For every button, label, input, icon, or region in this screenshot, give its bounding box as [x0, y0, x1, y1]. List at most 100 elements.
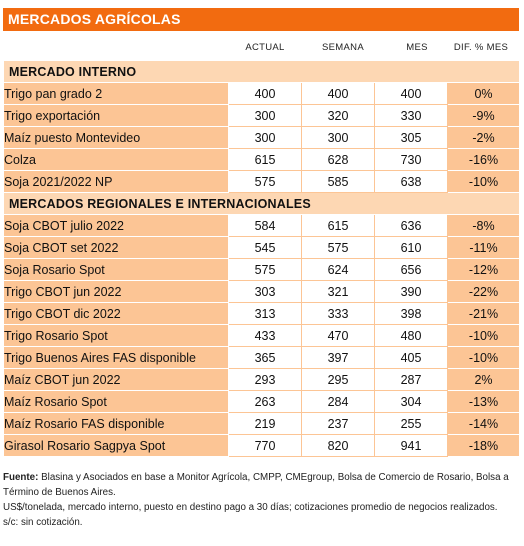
value-semana: 400: [301, 82, 375, 105]
source-label: Fuente:: [3, 472, 39, 483]
value-dif-pct: -12%: [446, 258, 521, 281]
col-header-mes: MES: [406, 42, 428, 53]
value-actual: 300: [228, 126, 302, 149]
table-footnotes: Fuente: Blasina y Asociados en base a Mo…: [3, 470, 519, 530]
value-actual: 313: [228, 302, 302, 325]
value-actual: 433: [228, 324, 302, 347]
value-dif-pct: -13%: [446, 390, 521, 413]
row-label: Trigo Buenos Aires FAS disponible: [3, 346, 229, 369]
table-row: Trigo pan grado 2 400 400 400 0%: [3, 82, 521, 105]
value-mes: 304: [374, 390, 448, 413]
value-actual: 400: [228, 82, 302, 105]
value-dif-pct: -10%: [446, 170, 521, 193]
value-semana: 397: [301, 346, 375, 369]
table-row: Colza 615 628 730 -16%: [3, 148, 521, 171]
value-mes: 398: [374, 302, 448, 325]
value-mes: 638: [374, 170, 448, 193]
value-actual: 575: [228, 258, 302, 281]
value-semana: 321: [301, 280, 375, 303]
value-semana: 820: [301, 434, 375, 457]
abbrev-note: s/c: sin cotización.: [3, 517, 83, 528]
value-dif-pct: -2%: [446, 126, 521, 149]
units-note: US$/tonelada, mercado interno, puesto en…: [3, 502, 498, 513]
value-mes: 390: [374, 280, 448, 303]
value-semana: 333: [301, 302, 375, 325]
row-label: Trigo pan grado 2: [3, 82, 229, 105]
prices-table: MERCADO INTERNO Trigo pan grado 2 400 400 40…: [2, 60, 521, 457]
value-dif-pct: -10%: [446, 346, 521, 369]
table-row: Girasol Rosario Sagpya Spot 770 820 941 -18%: [3, 434, 521, 457]
table-row: Trigo CBOT dic 2022 313 333 398 -21%: [3, 302, 521, 325]
value-mes: 636: [374, 214, 448, 237]
value-mes: 480: [374, 324, 448, 347]
value-semana: 615: [301, 214, 375, 237]
col-header-actual: ACTUAL: [245, 42, 285, 53]
value-mes: 610: [374, 236, 448, 259]
table-row: Soja CBOT julio 2022 584 615 636 -8%: [3, 214, 521, 237]
table-row: Trigo exportación 300 320 330 -9%: [3, 104, 521, 127]
value-dif-pct: -16%: [446, 148, 521, 171]
row-label: Soja 2021/2022 NP: [3, 170, 229, 193]
table-row: Trigo Rosario Spot 433 470 480 -10%: [3, 324, 521, 347]
value-actual: 303: [228, 280, 302, 303]
value-actual: 584: [228, 214, 302, 237]
value-dif-pct: -21%: [446, 302, 521, 325]
value-actual: 263: [228, 390, 302, 413]
value-semana: 585: [301, 170, 375, 193]
value-semana: 575: [301, 236, 375, 259]
row-label: Maíz Rosario Spot: [3, 390, 229, 413]
value-semana: 300: [301, 126, 375, 149]
value-actual: 300: [228, 104, 302, 127]
row-label: Maíz CBOT jun 2022: [3, 368, 229, 391]
value-actual: 545: [228, 236, 302, 259]
value-mes: 656: [374, 258, 448, 281]
row-label: Soja Rosario Spot: [3, 258, 229, 281]
value-dif-pct: 0%: [446, 82, 521, 105]
row-label: Trigo Rosario Spot: [3, 324, 229, 347]
value-semana: 237: [301, 412, 375, 435]
row-label: Trigo CBOT jun 2022: [3, 280, 229, 303]
table-row: Soja 2021/2022 NP 575 585 638 -10%: [3, 170, 521, 193]
value-actual: 219: [228, 412, 302, 435]
value-actual: 615: [228, 148, 302, 171]
table-row: Maíz Rosario FAS disponible 219 237 255 -14%: [3, 412, 521, 435]
table-row: Soja CBOT set 2022 545 575 610 -11%: [3, 236, 521, 259]
value-mes: 730: [374, 148, 448, 171]
value-semana: 295: [301, 368, 375, 391]
source-note: Fuente: Blasina y Asociados en base a Mo…: [3, 470, 519, 500]
col-header-semana: SEMANA: [322, 42, 364, 53]
section-header-row: MERCADO INTERNO: [2, 60, 521, 83]
value-semana: 284: [301, 390, 375, 413]
source-text: Blasina y Asociados en base a Monitor Ag…: [3, 472, 509, 498]
value-mes: 941: [374, 434, 448, 457]
value-mes: 400: [374, 82, 448, 105]
value-actual: 770: [228, 434, 302, 457]
value-mes: 255: [374, 412, 448, 435]
table-row: Soja Rosario Spot 575 624 656 -12%: [3, 258, 521, 281]
value-dif-pct: -18%: [446, 434, 521, 457]
value-mes: 305: [374, 126, 448, 149]
table-row: Maíz puesto Montevideo 300 300 305 -2%: [3, 126, 521, 149]
row-label: Soja CBOT set 2022: [3, 236, 229, 259]
row-label: Colza: [3, 148, 229, 171]
value-dif-pct: -14%: [446, 412, 521, 435]
value-mes: 330: [374, 104, 448, 127]
value-dif-pct: -22%: [446, 280, 521, 303]
row-label: Trigo exportación: [3, 104, 229, 127]
row-label: Maíz Rosario FAS disponible: [3, 412, 229, 435]
table-row: Maíz Rosario Spot 263 284 304 -13%: [3, 390, 521, 413]
value-semana: 320: [301, 104, 375, 127]
table-row: Trigo CBOT jun 2022 303 321 390 -22%: [3, 280, 521, 303]
value-semana: 624: [301, 258, 375, 281]
value-dif-pct: -9%: [446, 104, 521, 127]
value-actual: 365: [228, 346, 302, 369]
value-semana: 628: [301, 148, 375, 171]
section-title: MERCADO INTERNO: [2, 60, 521, 83]
value-mes: 405: [374, 346, 448, 369]
row-label: Girasol Rosario Sagpya Spot: [3, 434, 229, 457]
value-mes: 287: [374, 368, 448, 391]
value-dif-pct: -11%: [446, 236, 521, 259]
section-title: MERCADOS REGIONALES E INTERNACIONALES: [2, 192, 521, 215]
col-header-dif: DIF. % MES: [453, 42, 509, 53]
